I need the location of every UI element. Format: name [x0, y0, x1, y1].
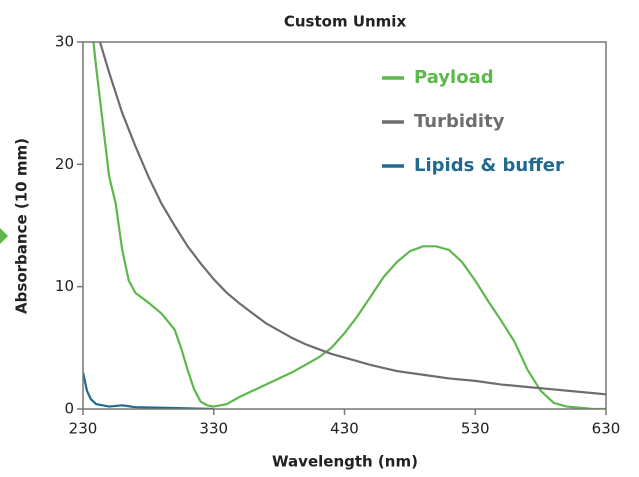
x-tick-label: 530: [461, 420, 490, 438]
side-arrow: [0, 228, 8, 244]
y-tick-label: 30: [55, 33, 74, 51]
line-series: [98, 42, 606, 396]
y-axis-label: Absorbance (10 mm): [13, 138, 31, 314]
chart-title: Custom Unmix: [284, 13, 407, 31]
line-series: [92, 42, 606, 409]
x-tick-label: 430: [330, 420, 359, 438]
y-tick-label: 0: [64, 400, 74, 418]
legend-label: Payload: [414, 67, 494, 88]
line-series: [83, 372, 214, 409]
legend-label: Turbidity: [414, 111, 505, 132]
y-tick-label: 20: [55, 155, 74, 173]
x-axis-label: Wavelength (nm): [272, 453, 418, 471]
x-tick-label: 630: [592, 420, 621, 438]
legend-label: Lipids & buffer: [414, 155, 564, 176]
plot-frame: [82, 41, 607, 410]
y-tick-label: 10: [55, 277, 74, 295]
x-tick-label: 330: [199, 420, 228, 438]
x-tick-label: 230: [69, 420, 98, 438]
